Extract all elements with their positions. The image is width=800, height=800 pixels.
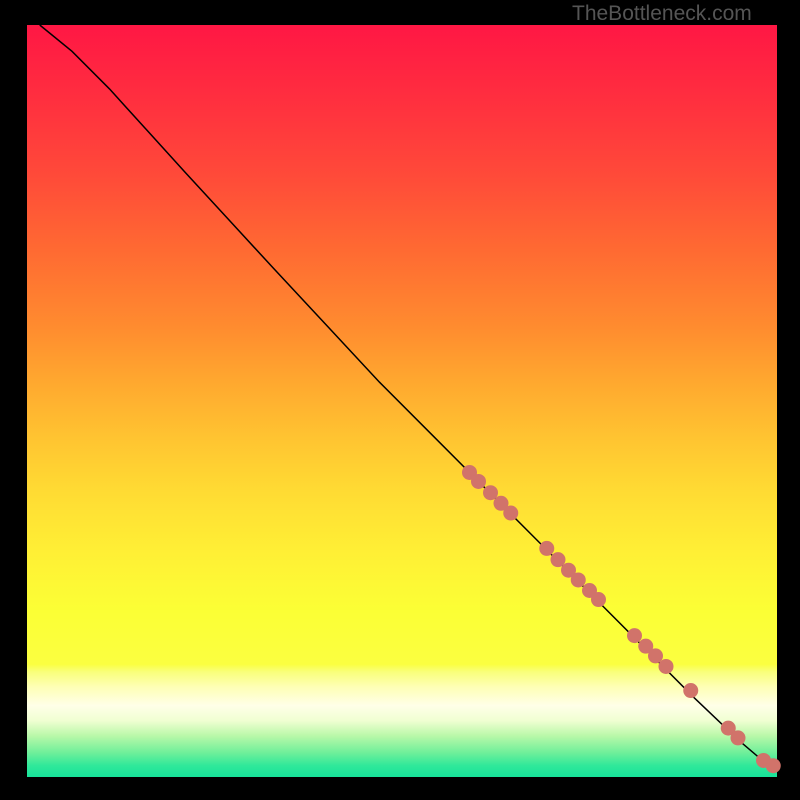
chart-canvas bbox=[0, 0, 800, 800]
data-marker bbox=[766, 758, 781, 773]
data-marker bbox=[591, 592, 606, 607]
data-marker bbox=[683, 683, 698, 698]
data-marker bbox=[471, 474, 486, 489]
data-marker bbox=[539, 541, 554, 556]
data-marker bbox=[571, 572, 586, 587]
data-marker bbox=[731, 730, 746, 745]
data-marker bbox=[503, 506, 518, 521]
data-marker bbox=[659, 659, 674, 674]
data-marker bbox=[627, 628, 642, 643]
